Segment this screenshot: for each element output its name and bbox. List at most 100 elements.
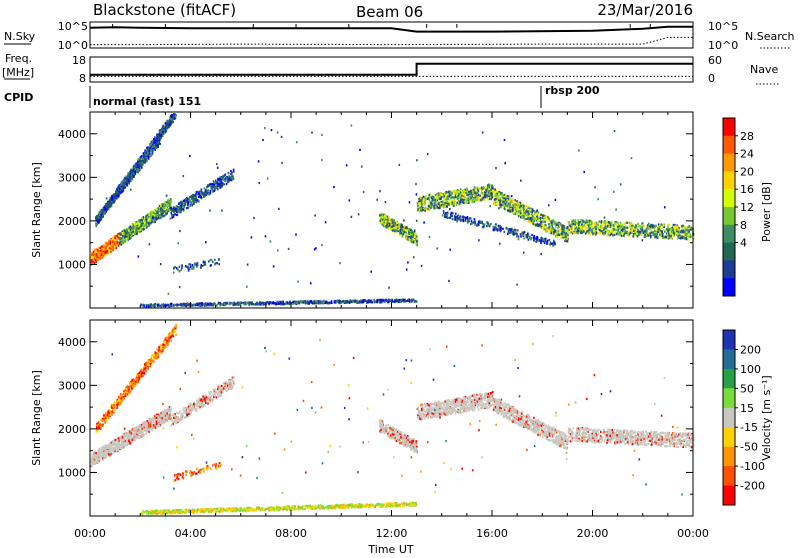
scatter-cell [491, 193, 493, 195]
scatter-cell [498, 193, 500, 195]
scatter-cell [98, 252, 100, 254]
scatter-cell [200, 196, 202, 198]
scatter-cell [173, 113, 175, 115]
scatter-cell [158, 138, 160, 140]
scatter-cell [109, 242, 111, 244]
scatter-cell [649, 232, 651, 234]
scatter-cell [149, 143, 151, 145]
scatter-cell [622, 228, 624, 230]
scatter-cell [529, 218, 531, 220]
scatter-cell [456, 216, 458, 218]
scatter-cell [429, 209, 431, 211]
scatter-cell [389, 224, 391, 226]
scatter-cell [195, 193, 197, 195]
scatter-cell [463, 199, 465, 201]
scatter-cell [160, 217, 162, 219]
scatter-cell [136, 231, 138, 233]
scatter-cell [608, 221, 610, 223]
scatter-cell [208, 193, 210, 195]
scatter-cell [380, 214, 382, 216]
scatter-cell [111, 197, 113, 199]
scatter-cell [101, 251, 103, 253]
scatter-cell [118, 235, 120, 237]
scatter-cell [507, 199, 509, 201]
scatter-cell [477, 189, 479, 191]
scatter-cell [109, 199, 111, 201]
scatter-cell [634, 234, 636, 236]
scatter-cell [689, 225, 691, 227]
scatter-cell [121, 188, 123, 190]
scatter-cell [187, 202, 189, 204]
scatter-cell [517, 235, 519, 237]
scatter-cell [170, 205, 172, 207]
scatter-cell [228, 175, 230, 177]
scatter-cell [116, 197, 118, 199]
freq-line [90, 64, 693, 75]
scatter-cell [148, 148, 150, 150]
scatter-cell [614, 232, 616, 234]
scatter-cell [493, 192, 495, 194]
scatter-cell [607, 225, 609, 227]
scatter-cell [416, 242, 418, 244]
scatter-cell [598, 232, 600, 234]
freq-right-tick-top: 60 [708, 54, 722, 67]
scatter-cell [147, 152, 149, 154]
scatter-cell [669, 235, 671, 237]
scatter-cell [611, 228, 613, 230]
scatter-cell [437, 196, 439, 198]
scatter-cell [213, 180, 215, 182]
scatter-cell [651, 229, 653, 231]
scatter-cell [144, 222, 146, 224]
scatter-cell [652, 234, 654, 236]
scatter-cell [228, 172, 230, 174]
scatter-cell [499, 225, 501, 227]
scatter-cell [549, 230, 551, 232]
scatter-cell [138, 222, 140, 224]
scatter-cell [482, 190, 484, 192]
scatter-cell [424, 210, 426, 212]
scatter-cell [604, 227, 606, 229]
scatter-cell [114, 247, 116, 249]
scatter-cell [196, 196, 198, 198]
scatter-cell [111, 205, 113, 207]
scatter-cell [474, 218, 476, 220]
scatter-cell [99, 219, 101, 221]
scatter-cell [575, 219, 577, 221]
scatter-cell [509, 199, 511, 201]
scatter-cell [677, 231, 679, 233]
scatter-cell [646, 230, 648, 232]
scatter-cell [560, 237, 562, 239]
scatter-cell [232, 175, 234, 177]
scatter-cell [672, 229, 674, 231]
scatter-cell [639, 231, 641, 233]
scatter-cell [531, 211, 533, 213]
scatter-cell [127, 237, 129, 239]
scatter-cell [106, 251, 108, 253]
scatter-cell [596, 232, 598, 234]
scatter-cell [622, 232, 624, 234]
freq-left-label-1: Freq. [5, 52, 32, 65]
scatter-cell [452, 218, 454, 220]
scatter-cell [186, 207, 188, 209]
scatter-cell [527, 211, 529, 213]
scatter-cell [132, 231, 134, 233]
scatter-cell [518, 213, 520, 215]
scatter-cell [417, 208, 419, 210]
scatter-cell [206, 192, 208, 194]
scatter-cell [148, 214, 150, 216]
scatter-cell [434, 203, 436, 205]
scatter-cell [512, 205, 514, 207]
scatter-cell [162, 215, 164, 217]
scatter-cell [523, 237, 525, 239]
scatter-cell [673, 231, 675, 233]
scatter-cell [207, 189, 209, 191]
scatter-cell [560, 224, 562, 226]
scatter-cell [688, 229, 690, 231]
scatter-cell [531, 220, 533, 222]
scatter-cell [187, 204, 189, 206]
scatter-cell [505, 194, 507, 196]
scatter-cell [526, 205, 528, 207]
scatter-cell [663, 236, 665, 238]
scatter-cell [512, 207, 514, 209]
scatter-cell [651, 224, 653, 226]
